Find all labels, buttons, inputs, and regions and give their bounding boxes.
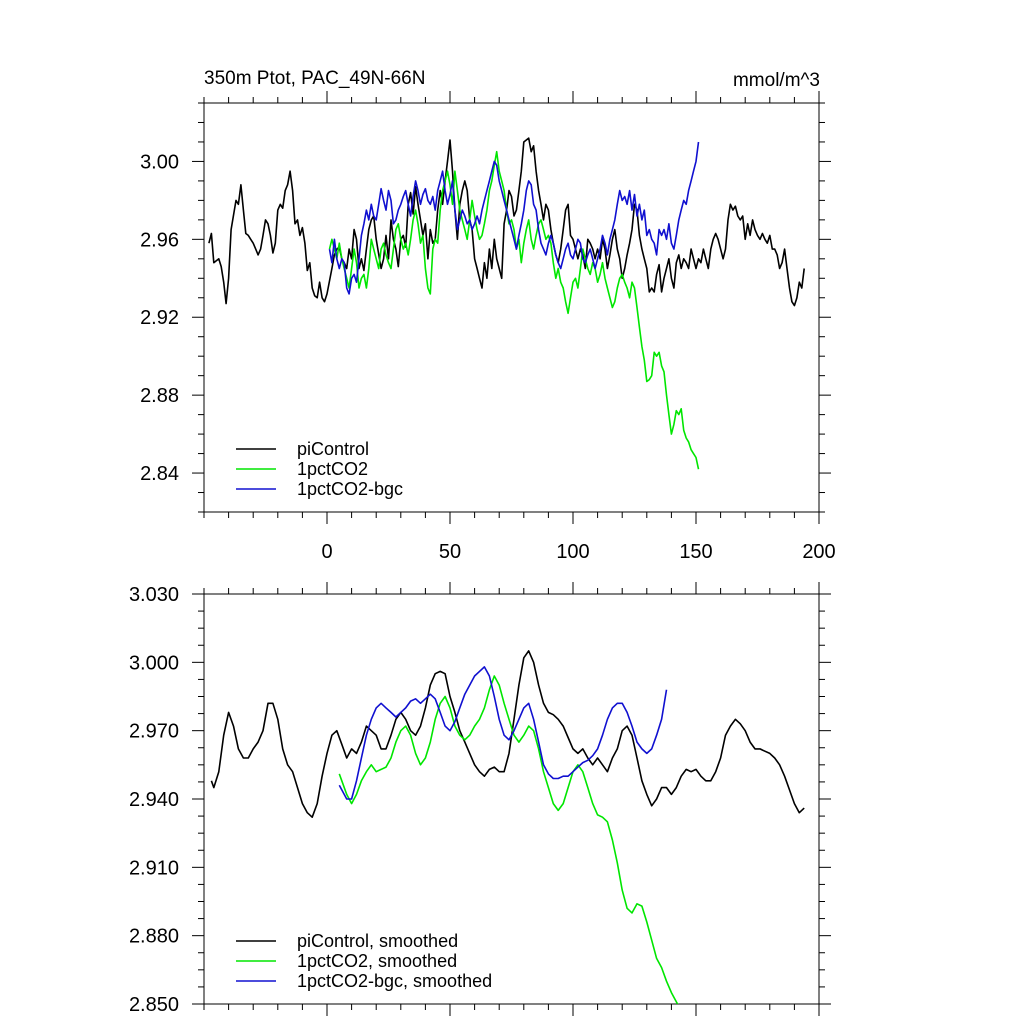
y-tick-label: 2.940 [129,789,179,811]
y-tick-label: 2.880 [129,926,179,948]
units-label: mmol/m^3 [733,70,820,91]
series-line-1pctco2-bgc [328,141,700,295]
y-tick-label: 3.00 [140,151,179,173]
top-panel: 2.84 2.88 2.92 2.96 3.00 0 50 100 150 200 piCont… [140,91,836,563]
y-tick-label: 2.92 [140,307,179,329]
legend-label-picontrol: piControl [297,439,369,459]
y-tick-label: 2.84 [140,463,179,485]
top-plot-frame [203,102,820,513]
top-axis-ticks [192,91,831,524]
series-line-1pctco2-bgc-smoothed [338,666,668,800]
x-tick-label: 200 [802,541,835,563]
legend-label-1pctco2-bgc-smoothed: 1pctCO2-bgc, smoothed [297,971,492,991]
x-tick-label: 100 [556,541,589,563]
y-tick-label: 3.030 [129,584,179,606]
x-tick-label: 50 [439,541,461,563]
bottom-panel: 2.850 2.880 2.910 2.940 2.970 3.000 3.030 piCo… [129,582,831,1016]
series-line-1pctco2 [328,150,700,470]
y-tick-label: 2.970 [129,721,179,743]
y-tick-label: 2.96 [140,229,179,251]
bottom-series-lines [210,650,805,1004]
bottom-y-tick-labels: 2.850 2.880 2.910 2.940 2.970 3.000 3.030 [129,584,179,1016]
chart-title: 350m Ptot, PAC_49N-66N [204,68,425,89]
y-tick-label: 2.910 [129,857,179,879]
legend-label-1pctco2-bgc: 1pctCO2-bgc [297,479,403,499]
y-tick-label: 3.000 [129,652,179,674]
bottom-axis-ticks [192,582,831,1016]
top-y-tick-labels: 2.84 2.88 2.92 2.96 3.00 [140,151,179,485]
series-line-picontrol [208,137,805,307]
x-tick-label: 150 [679,541,712,563]
series-line-picontrol-smoothed [210,650,805,819]
legend-label-picontrol-smoothed: piControl, smoothed [297,931,458,951]
x-tick-label: 0 [321,541,332,563]
top-series-lines [208,137,805,470]
legend-label-1pctco2: 1pctCO2 [297,459,368,479]
y-tick-label: 2.850 [129,994,179,1016]
y-tick-label: 2.88 [140,385,179,407]
top-x-tick-labels: 0 50 100 150 200 [321,541,835,563]
legend-label-1pctco2-smoothed: 1pctCO2, smoothed [297,951,457,971]
series-line-1pctco2-smoothed [338,675,679,1004]
